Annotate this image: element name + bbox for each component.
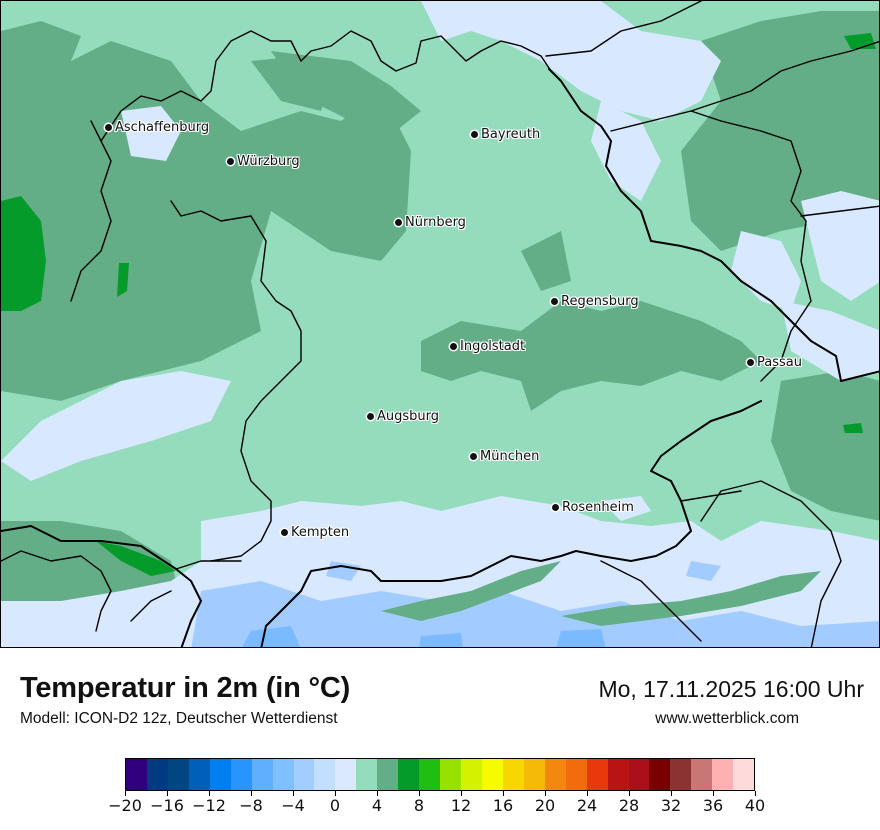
- colorbar-tick-label: 16: [492, 796, 514, 815]
- colorbar-segment: [481, 759, 503, 790]
- colorbar-tick: [293, 791, 294, 796]
- colorbar-tick: [167, 791, 168, 796]
- colorbar-segment: [188, 759, 210, 790]
- colorbar-segment: [356, 759, 378, 790]
- colorbar-tick-label: 12: [450, 796, 472, 815]
- website-link[interactable]: www.wetterblick.com: [655, 710, 799, 727]
- colorbar-tick: [713, 791, 714, 796]
- colorbar-tick-label: −12: [192, 796, 226, 815]
- colorbar-tick-label: −16: [150, 796, 184, 815]
- city-marker-icon: [395, 219, 402, 226]
- colorbar-segment: [691, 759, 713, 790]
- colorbar-tick-label: 20: [534, 796, 556, 815]
- colorbar-tick-label: 28: [618, 796, 640, 815]
- city-passau: Passau: [747, 355, 802, 370]
- colorbar-tick: [377, 791, 378, 796]
- colorbar-tick: [587, 791, 588, 796]
- city-marker-icon: [470, 453, 477, 460]
- colorbar-segment: [712, 759, 734, 790]
- colorbar-tick-label: 8: [413, 796, 425, 815]
- colorbar-tick: [335, 791, 336, 796]
- colorbar-segment: [398, 759, 420, 790]
- colorbar-segment: [607, 759, 629, 790]
- forecast-datetime: Mo, 17.11.2025 16:00 Uhr: [598, 676, 864, 702]
- city-muenchen: München: [470, 449, 539, 464]
- colorbar-tick: [209, 791, 210, 796]
- city-marker-icon: [450, 343, 457, 350]
- map-fields: [1, 1, 879, 647]
- colorbar-segment: [733, 759, 755, 790]
- colorbar-segment: [272, 759, 294, 790]
- colorbar-segment: [209, 759, 231, 790]
- colorbar-segment: [230, 759, 252, 790]
- temperature-map: Aschaffenburg Würzburg Bayreuth Nürnberg…: [0, 0, 880, 648]
- colorbar-segment: [544, 759, 566, 790]
- colorbar-tick: [629, 791, 630, 796]
- colorbar-segment: [167, 759, 189, 790]
- temperature-colorbar: [125, 758, 755, 791]
- city-marker-icon: [227, 158, 234, 165]
- colorbar-segment: [314, 759, 336, 790]
- colorbar-segment: [440, 759, 461, 790]
- colorbar-tick-label: 32: [660, 796, 682, 815]
- colorbar-segment: [461, 759, 482, 790]
- colorbar-tick: [461, 791, 462, 796]
- colorbar-tick-label: −20: [108, 796, 142, 815]
- colorbar-segment: [628, 759, 650, 790]
- colorbar-segment: [377, 759, 399, 790]
- colorbar-ticks: −20 −16 −12 −8 −4 0 4 8 12 16 20 24 28 32 36 40: [108, 791, 765, 821]
- colorbar-tick: [755, 791, 756, 796]
- city-marker-icon: [551, 298, 558, 305]
- colorbar-tick-label: 24: [576, 796, 598, 815]
- city-bayreuth: Bayreuth: [471, 127, 540, 142]
- colorbar-tick: [545, 791, 546, 796]
- colorbar-segment: [670, 759, 692, 790]
- colorbar-segment: [586, 759, 608, 790]
- city-marker-icon: [552, 504, 559, 511]
- city-marker-icon: [367, 413, 374, 420]
- colorbar-tick: [671, 791, 672, 796]
- colorbar-segment: [335, 759, 357, 790]
- city-marker-icon: [281, 529, 288, 536]
- city-marker-icon: [105, 124, 112, 131]
- colorbar-segment: [419, 759, 441, 790]
- city-kempten: Kempten: [281, 525, 349, 540]
- colorbar-tick: [419, 791, 420, 796]
- city-augsburg: Augsburg: [367, 409, 439, 424]
- model-source: Modell: ICON-D2 12z, Deutscher Wetterdie…: [20, 710, 338, 727]
- colorbar-tick-label: −8: [239, 796, 263, 815]
- city-aschaffenburg: Aschaffenburg: [105, 120, 209, 135]
- colorbar-tick: [251, 791, 252, 796]
- city-wuerzburg: Würzburg: [227, 154, 300, 169]
- city-marker-icon: [747, 359, 754, 366]
- colorbar-segment: [293, 759, 315, 790]
- colorbar-tick-label: 36: [702, 796, 724, 815]
- map-title: Temperatur in 2m (in °C): [20, 672, 351, 704]
- colorbar-segment: [523, 759, 545, 790]
- city-ingolstadt: Ingolstadt: [450, 339, 525, 354]
- colorbar-tick: [125, 791, 126, 796]
- colorbar-tick-label: 40: [744, 796, 766, 815]
- city-rosenheim: Rosenheim: [552, 500, 634, 515]
- colorbar-tick-label: −4: [281, 796, 305, 815]
- colorbar-segment: [126, 759, 147, 790]
- city-nuernberg: Nürnberg: [395, 215, 466, 230]
- colorbar-segment: [649, 759, 671, 790]
- colorbar-tick-label: 0: [329, 796, 341, 815]
- colorbar-segment: [565, 759, 587, 790]
- colorbar-segment: [502, 759, 524, 790]
- city-regensburg: Regensburg: [551, 294, 639, 309]
- colorbar-segment: [251, 759, 273, 790]
- city-marker-icon: [471, 131, 478, 138]
- colorbar-tick: [503, 791, 504, 796]
- colorbar-tick-label: 4: [371, 796, 383, 815]
- colorbar-segment: [146, 759, 168, 790]
